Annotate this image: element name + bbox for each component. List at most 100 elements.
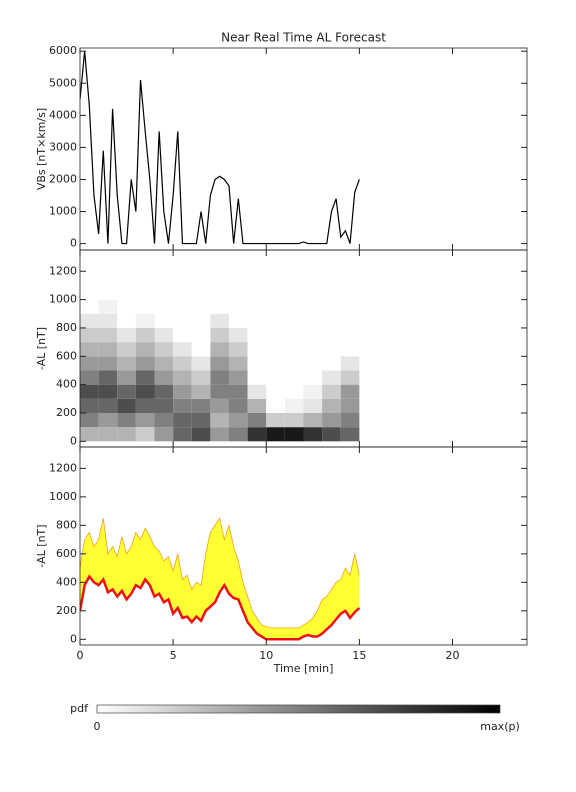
heat-cell <box>210 412 229 428</box>
y-tick-label: 0 <box>70 632 77 645</box>
heat-cell <box>340 384 360 399</box>
y-tick-label: 400 <box>56 378 77 391</box>
y-axis-label: VBs [nT×km/s] <box>35 108 48 190</box>
heat-cell <box>80 398 99 413</box>
y-tick-label: 0 <box>70 434 77 447</box>
heat-cell <box>247 412 267 428</box>
heat-cell <box>154 299 174 314</box>
heat-cell <box>135 398 155 413</box>
heat-cell <box>191 342 211 357</box>
heat-cell <box>191 299 211 314</box>
heat-cell <box>284 356 304 371</box>
heat-cell <box>98 398 118 413</box>
heat-cell <box>173 384 192 399</box>
y-tick-label: 0 <box>70 237 77 250</box>
heat-cell <box>191 427 211 442</box>
heat-cell <box>303 342 323 357</box>
heat-cell <box>173 356 192 371</box>
plot-area <box>80 51 360 245</box>
heat-cell <box>322 398 341 413</box>
heat-cell <box>135 342 155 357</box>
heat-cell <box>303 412 323 428</box>
heat-cell <box>266 398 285 413</box>
y-tick-label: 4000 <box>49 108 77 121</box>
heat-cell <box>117 356 136 371</box>
heat-cell <box>303 370 323 385</box>
heat-cell <box>135 370 155 385</box>
heat-cell <box>117 412 136 428</box>
heat-cell <box>135 384 155 399</box>
x-axis-label: Time [min] <box>273 662 334 675</box>
heat-cell <box>154 342 174 357</box>
heat-cell <box>322 412 341 428</box>
heat-cell <box>135 313 155 328</box>
heat-cell <box>322 342 341 357</box>
y-tick-label: 800 <box>56 518 77 531</box>
heat-cell <box>266 384 285 399</box>
heat-cell <box>303 398 323 413</box>
y-tick-label: 1200 <box>49 264 77 277</box>
heat-cell <box>340 412 360 428</box>
y-tick-label: 200 <box>56 406 77 419</box>
heat-cell <box>247 427 267 442</box>
heat-cell <box>303 356 323 371</box>
heat-cell <box>191 356 211 371</box>
heat-cell <box>80 412 99 428</box>
heat-cell <box>266 427 285 442</box>
heat-cell <box>210 427 229 442</box>
heat-cell <box>135 427 155 442</box>
y-tick-label: 1000 <box>49 293 77 306</box>
heat-cell <box>229 313 248 328</box>
heat-cell <box>266 342 285 357</box>
heat-cell <box>340 327 360 343</box>
heat-cell <box>303 299 323 314</box>
y-tick-label: 600 <box>56 547 77 560</box>
x-tick-label: 5 <box>170 649 177 662</box>
heat-cell <box>173 327 192 343</box>
heat-cell <box>210 327 229 343</box>
y-axis-label: -AL [nT] <box>35 524 48 567</box>
heat-cell <box>154 398 174 413</box>
heat-cell <box>322 427 341 442</box>
heat-cell <box>322 299 341 314</box>
heat-cell <box>284 398 304 413</box>
heat-cell <box>98 313 118 328</box>
heat-cell <box>173 299 192 314</box>
x-tick-label: 10 <box>259 649 273 662</box>
heat-cell <box>191 384 211 399</box>
y-tick-label: 1000 <box>49 490 77 503</box>
colorbar-label: pdf <box>70 702 89 715</box>
heat-cell <box>135 356 155 371</box>
heat-cell <box>229 356 248 371</box>
x-tick-label: 0 <box>77 649 84 662</box>
y-tick-label: 5000 <box>49 76 77 89</box>
plot-area <box>80 299 360 442</box>
y-tick-label: 1200 <box>49 461 77 474</box>
heat-cell <box>98 299 118 314</box>
heat-cell <box>191 412 211 428</box>
heat-cell <box>80 313 99 328</box>
heat-cell <box>98 370 118 385</box>
colorbar-min: 0 <box>94 720 101 733</box>
heat-cell <box>284 412 304 428</box>
heat-cell <box>117 327 136 343</box>
data-line <box>80 51 360 245</box>
heat-cell <box>117 313 136 328</box>
heat-cell <box>322 313 341 328</box>
heat-cell <box>247 342 267 357</box>
heat-cell <box>322 384 341 399</box>
heat-cell <box>98 342 118 357</box>
heat-cell <box>303 427 323 442</box>
heat-cell <box>266 356 285 371</box>
heat-cell <box>117 342 136 357</box>
y-tick-label: 600 <box>56 349 77 362</box>
heat-cell <box>229 370 248 385</box>
y-axis-label: -AL [nT] <box>35 327 48 370</box>
heat-cell <box>247 398 267 413</box>
band-edge <box>80 517 360 629</box>
heat-cell <box>303 327 323 343</box>
heat-cell <box>229 327 248 343</box>
heat-cell <box>266 327 285 343</box>
heat-cell <box>135 327 155 343</box>
